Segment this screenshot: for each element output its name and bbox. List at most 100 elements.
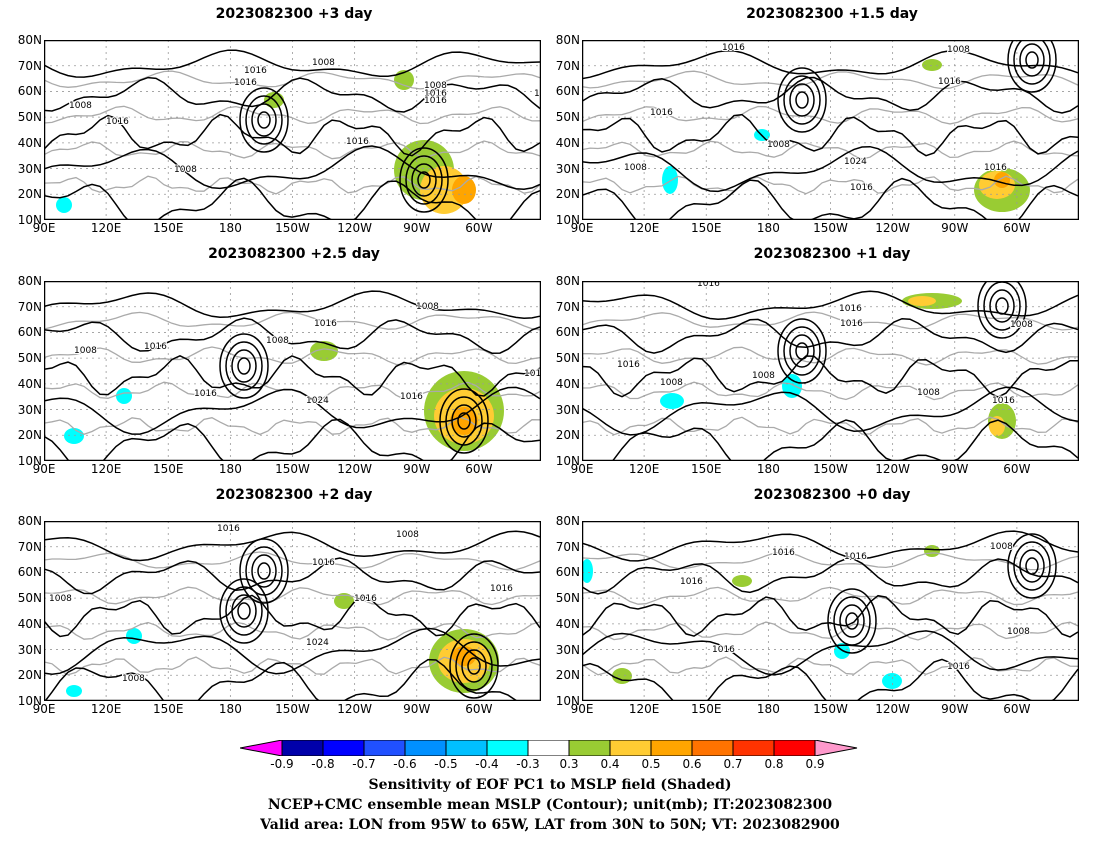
lon-tick-label: 180	[218, 462, 242, 476]
contour-label: 1024	[306, 396, 329, 406]
lon-tick-label: 120W	[875, 702, 911, 716]
lon-tick-label: 90W	[941, 462, 969, 476]
lon-tick-label: 150E	[691, 462, 722, 476]
isobar	[44, 530, 541, 562]
isobar	[582, 317, 1079, 354]
lon-tick-label: 120W	[337, 462, 373, 476]
contour-label: 1016	[712, 645, 735, 655]
lat-tick-label: 50N	[555, 351, 580, 366]
lon-tick-label: 120E	[90, 462, 122, 476]
panel-title: 2023082300 +1 day	[753, 246, 911, 262]
map-content: 1016 1008 1016 1016 1016 1008 1016	[582, 521, 1079, 701]
map-panel: 1016 1008 1016 1008 1016 1016 1024 1008	[44, 521, 541, 701]
contour-label: 1024	[844, 157, 867, 167]
lat-tick-label: 60N	[17, 565, 42, 580]
isobar	[582, 558, 1079, 595]
isobar	[44, 113, 541, 157]
lon-tick-label: 180	[756, 221, 780, 235]
sensitivity-shading	[334, 593, 354, 609]
isobar	[582, 113, 1079, 157]
contour-label: 1008	[174, 165, 197, 175]
lat-tick-label: 70N	[555, 539, 580, 554]
lat-tick-label: 30N	[17, 642, 42, 657]
caption-line-1: Sensitivity of EOF PC1 to MSLP field (Sh…	[368, 777, 732, 793]
colorbar-box	[404, 740, 447, 756]
pressure-center	[777, 67, 827, 133]
isobar	[44, 658, 519, 701]
pressure-center	[1013, 40, 1051, 85]
panel-title: 2023082300 +2.5 day	[208, 246, 380, 262]
isobar	[582, 76, 1079, 114]
pressure-center	[1007, 40, 1057, 93]
colorbar-arrow-left	[240, 740, 283, 756]
contour-label: 1016	[234, 78, 257, 88]
lon-tick-label: 150E	[153, 221, 184, 235]
map-frame	[44, 40, 541, 220]
isobar	[44, 627, 541, 676]
map-panel: 1008 1008 1016 1008 1016 1016 1024 1016 1016	[44, 281, 541, 461]
sensitivity-shading	[732, 575, 752, 587]
lon-tick-label: 120E	[90, 702, 122, 716]
coastline	[582, 621, 1079, 641]
map-frame	[44, 281, 541, 461]
contour-label: 1008	[917, 388, 940, 398]
isobar	[582, 658, 1079, 701]
coastline	[582, 70, 1079, 90]
colorbar-tick-label: 0.9	[805, 757, 825, 771]
lon-tick-label: 60W	[465, 221, 493, 235]
lat-tick-label: 40N	[555, 135, 580, 150]
colorbar-tick-label: -0.3	[516, 757, 540, 771]
lon-tick-label: 150W	[813, 462, 848, 476]
colorbar-tick-label: 0.4	[600, 757, 620, 771]
panel-title: 2023082300 +3 day	[215, 6, 373, 22]
lat-tick-label: 20N	[17, 668, 42, 683]
pressure-center	[1019, 43, 1045, 77]
contour-label: 1016	[144, 342, 167, 352]
colorbar-box	[691, 740, 734, 756]
coastline	[582, 140, 1079, 160]
lon-tick-label: 90W	[403, 462, 431, 476]
pressure-center	[783, 75, 821, 125]
sensitivity-shading	[582, 559, 593, 583]
pressure-center	[439, 388, 489, 454]
sensitivity-shading	[882, 673, 902, 689]
isobar	[44, 145, 541, 191]
isobar	[44, 177, 541, 220]
lon-tick-label: 150W	[813, 702, 848, 716]
contour-label: 1016	[314, 319, 337, 329]
colorbar-box	[281, 740, 324, 756]
contour-label: 1016	[722, 43, 745, 53]
contour-label: 1016	[244, 66, 267, 76]
lon-tick-label: 180	[218, 702, 242, 716]
contour-label: 1008	[396, 530, 419, 540]
lat-tick-label: 10N	[555, 213, 580, 227]
map-panel: 1016 1008 1016 1016 1016 1008 1016	[582, 521, 1079, 701]
lat-tick-label: 80N	[17, 274, 42, 288]
panel-title: 2023082300 +2 day	[215, 487, 373, 503]
coastline	[44, 621, 541, 641]
lat-tick-label: 20N	[555, 668, 580, 683]
lat-tick-label: 50N	[17, 351, 42, 366]
contour-label: 1016	[617, 360, 640, 370]
isobar	[582, 355, 1079, 398]
contour-label: 1016	[840, 319, 863, 329]
pressure-center	[839, 604, 865, 638]
coastline	[582, 175, 1079, 195]
coastline	[582, 416, 1079, 436]
colorbar-arrow-right	[814, 740, 858, 756]
lon-tick-label: 150E	[691, 221, 722, 235]
colorbar-tick-label: -0.7	[352, 757, 376, 771]
lat-tick-label: 80N	[555, 33, 580, 47]
lon-tick-label: 120W	[337, 702, 373, 716]
lon-tick-label: 150W	[275, 702, 310, 716]
pressure-center	[445, 396, 483, 446]
lat-tick-label: 60N	[555, 325, 580, 340]
lon-tick-label: 120W	[875, 221, 911, 235]
pressure-center	[237, 602, 251, 620]
isobar	[582, 49, 1079, 80]
colorbar	[240, 740, 858, 756]
contour-label: 1016	[680, 577, 703, 587]
colorbar-box	[486, 740, 529, 756]
sensitivity-shading	[922, 59, 942, 71]
coastline	[582, 586, 1079, 606]
